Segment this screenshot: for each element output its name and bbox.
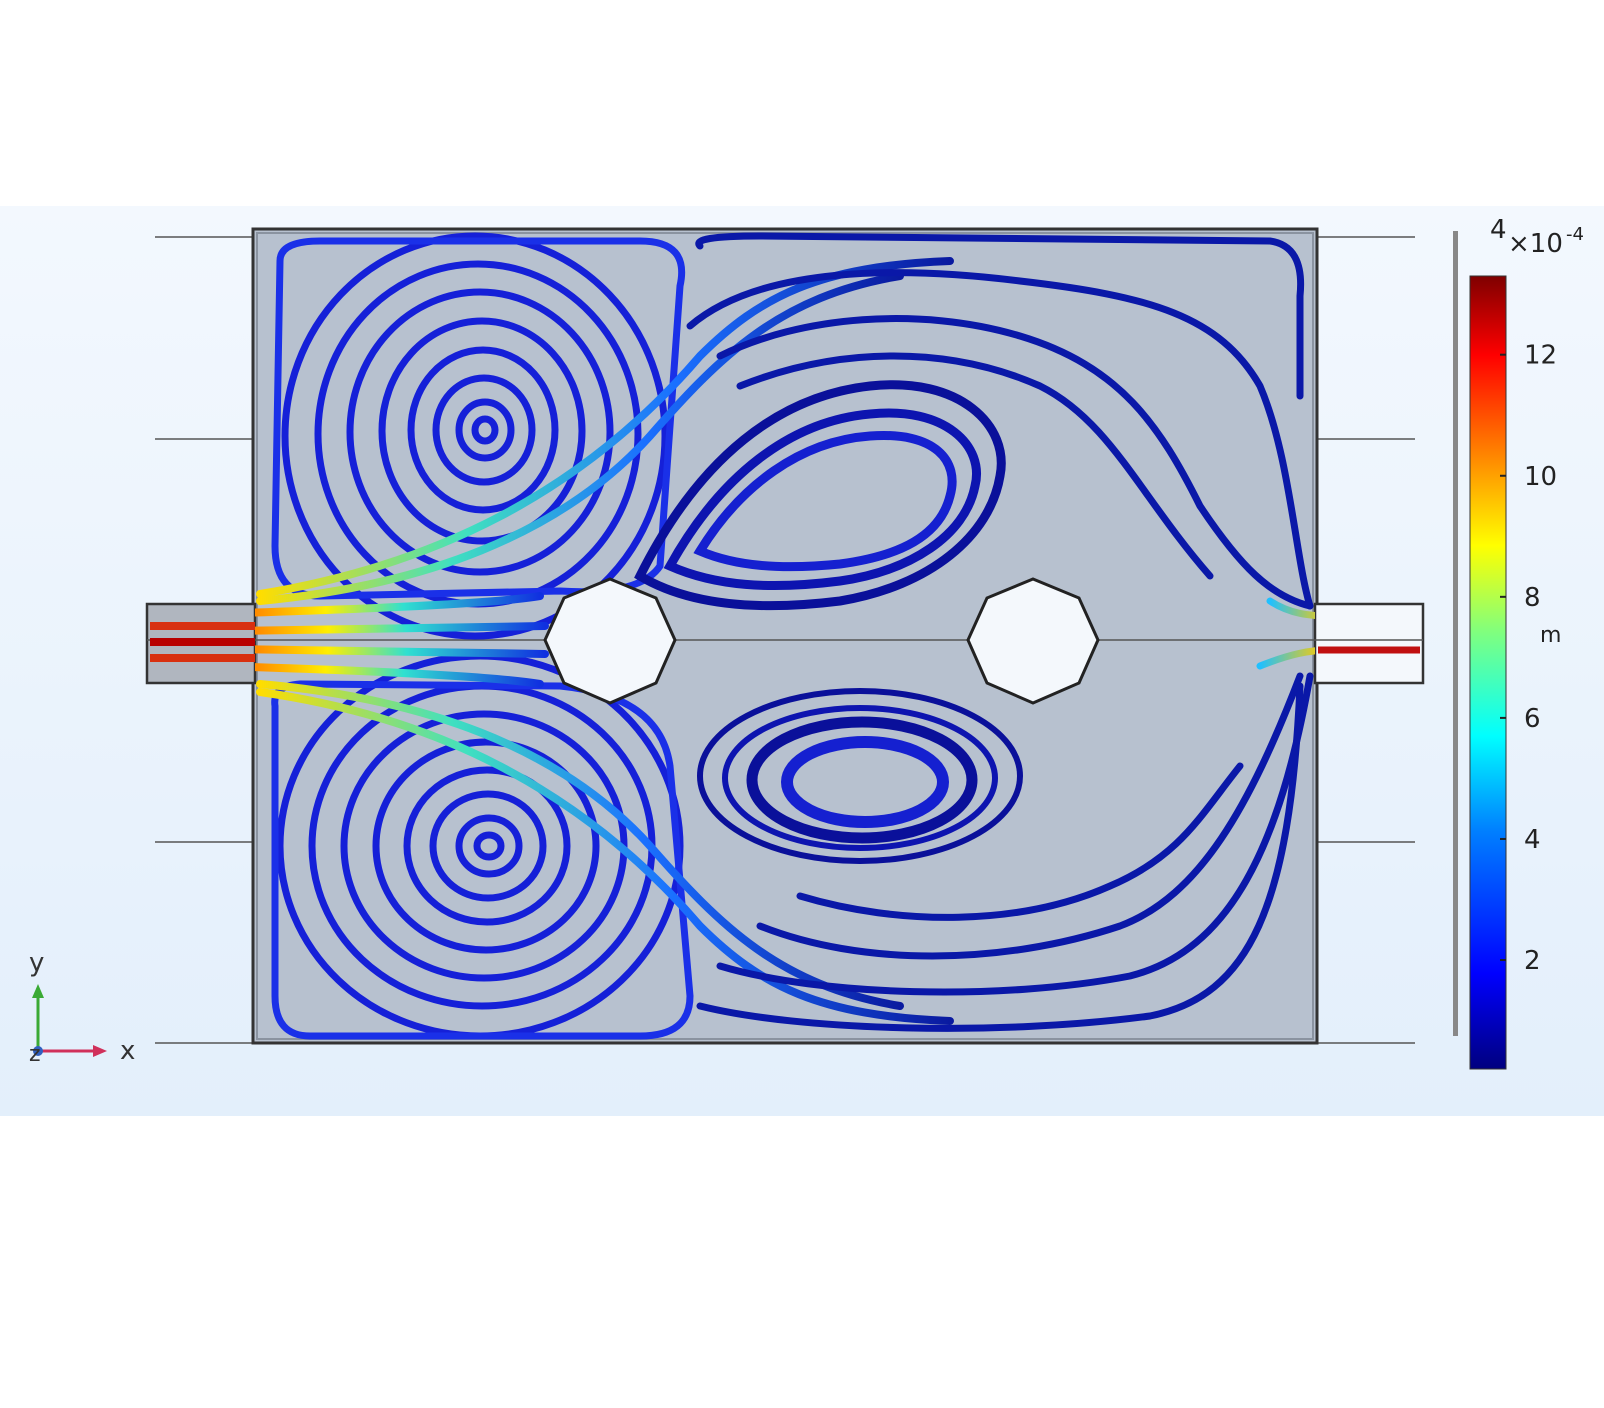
triad-z-label: z — [29, 1042, 41, 1067]
outlet-streams — [1256, 597, 1315, 670]
jet-streams — [255, 257, 954, 1025]
graphics-viewport[interactable]: 4 ×10 -4 m 12 10 8 6 4 2 y x z — [0, 206, 1604, 1116]
obstacle-right — [966, 577, 1100, 705]
outlet-jet — [1318, 612, 1420, 678]
lower-center-vortex — [697, 688, 1023, 864]
upper-center-vortex — [634, 380, 1006, 611]
colorbar-tick-label: 8 — [1524, 583, 1541, 613]
colorbar-tick-label: 4 — [1524, 825, 1541, 855]
colorbar-exponent: -4 — [1566, 224, 1584, 245]
inlet-jet — [150, 622, 255, 662]
colorbar-tick-label: 6 — [1524, 704, 1541, 734]
colorbar-tick-label: 10 — [1524, 462, 1557, 492]
colorbar-gradient — [1469, 275, 1507, 1070]
colorbar-top-label: 4 — [1490, 215, 1507, 245]
lower-left-vortex — [271, 652, 694, 1040]
streamline-plot: 4 ×10 -4 m 12 10 8 6 4 2 y x z — [29, 215, 1584, 1070]
chamber-domain — [251, 227, 1319, 1045]
streamlines — [255, 232, 1315, 1040]
colorbar-unit: m — [1540, 623, 1561, 648]
right-loops — [686, 232, 1314, 1032]
obstacle-left — [543, 577, 677, 705]
colorbar-tick-label: 2 — [1524, 946, 1541, 976]
triad-y-label: y — [29, 948, 44, 978]
triad-x-label: x — [120, 1036, 135, 1066]
color-legend: 4 ×10 -4 m 12 10 8 6 4 2 — [1453, 215, 1584, 1070]
colorbar-multiplier: ×10 — [1508, 229, 1563, 259]
colorbar-tick-label: 12 — [1524, 341, 1557, 371]
axis-triad: y x z — [29, 948, 135, 1067]
